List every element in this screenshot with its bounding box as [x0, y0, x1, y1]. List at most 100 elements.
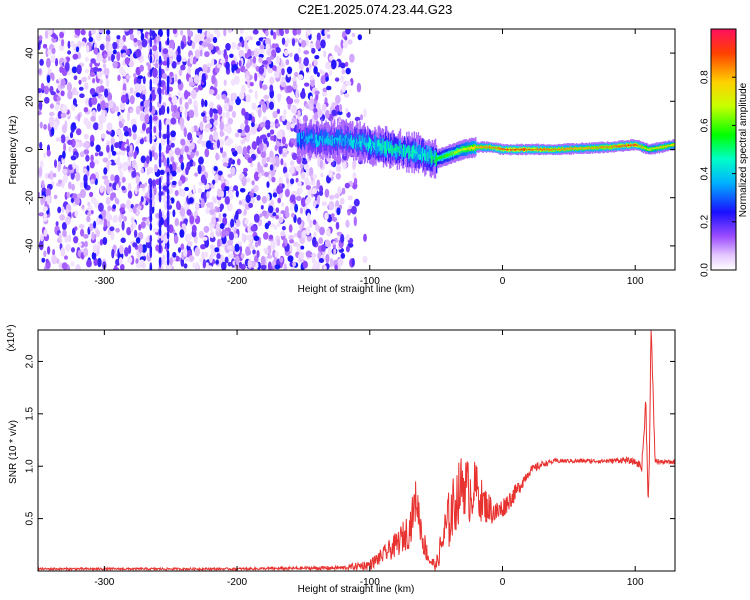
spectrogram-cell: [136, 30, 141, 36]
spectrogram-cell: [183, 263, 188, 269]
spectrogram-cell: [158, 124, 162, 133]
spectrogram-cell: [158, 177, 162, 186]
spectrogram-cell: [446, 153, 448, 158]
spectrogram-cell: [395, 148, 397, 151]
spectrogram-cell: [84, 82, 89, 90]
spectrogram-cell: [407, 145, 409, 153]
spectrogram-cell: [176, 54, 182, 63]
spectrogram-cell: [247, 35, 253, 41]
spectrogram-cell: [227, 261, 232, 267]
spectrogram-cell: [376, 143, 378, 145]
x-tick-label: -200: [227, 276, 247, 287]
spectrogram-cell: [485, 145, 488, 148]
spectrogram-cell: [253, 171, 260, 182]
spectrogram-cell: [615, 145, 617, 147]
spectrogram-cell: [353, 138, 355, 149]
spectrogram-cell: [332, 136, 335, 148]
spectrogram-cell: [103, 178, 110, 186]
spectrogram-cell: [84, 68, 89, 74]
spectrogram-cell: [160, 105, 166, 115]
spectrogram-cell: [102, 63, 107, 69]
spectrogram-cell: [335, 137, 337, 139]
spectrogram-cell: [345, 135, 347, 144]
spectrogram-cell: [202, 115, 208, 124]
spectrogram-cell: [594, 147, 596, 149]
spectrogram-cell: [96, 217, 100, 226]
spectrogram-cell: [305, 226, 311, 236]
spectrogram-cell: [211, 216, 216, 225]
spectrogram-cell: [297, 47, 301, 54]
spectrogram-cell: [272, 65, 277, 71]
spectrogram-cell: [207, 265, 213, 270]
spectrogram-cell: [430, 149, 432, 164]
spectrogram-cell: [492, 146, 494, 148]
spectrogram-cell: [158, 96, 162, 104]
spectrogram-cell: [60, 134, 66, 144]
spectrogram-cell: [158, 151, 162, 159]
spectrogram-cell: [130, 216, 135, 224]
spectrogram-cell: [266, 181, 270, 189]
spectrogram-cell: [308, 63, 312, 69]
spectrogram-cell: [396, 147, 398, 158]
spectrogram-cell: [354, 116, 361, 122]
spectrogram-cell: [46, 74, 51, 84]
spectrogram-cell: [58, 262, 64, 270]
spectrogram-cell: [295, 165, 301, 172]
spectrogram-cell: [40, 82, 45, 91]
spectrogram-cell: [127, 166, 132, 171]
spectrogram-cell: [217, 170, 223, 176]
spectrogram-cell: [441, 155, 443, 159]
spectrogram-cell: [169, 71, 173, 77]
spectrogram-cell: [236, 158, 241, 166]
spectrogram-cell: [180, 64, 186, 71]
spectrogram-cell: [275, 157, 280, 168]
spectrogram-cell: [127, 111, 130, 122]
spectrogram-cell: [296, 133, 299, 143]
spectrogram-cell: [382, 137, 385, 151]
spectrogram-cell: [149, 68, 153, 77]
spectrogram-cell: [268, 173, 272, 183]
spectrogram-cell: [43, 213, 48, 218]
spectrogram-cell: [166, 241, 170, 250]
spectrogram-cell: [77, 52, 81, 60]
spectrogram-cell: [395, 143, 397, 160]
spectrogram-cell: [289, 239, 295, 244]
spectrogram-cell: [258, 142, 264, 152]
spectrogram-cell: [263, 94, 270, 100]
spectrogram-cell: [345, 80, 352, 86]
spectrogram-cell: [158, 208, 162, 217]
spectrogram-cell: [325, 253, 330, 264]
spectrogram-cell: [119, 101, 126, 111]
spectrogram-cell: [122, 52, 126, 58]
spectrogram-cell: [266, 132, 271, 138]
spectrogram-cell: [346, 111, 351, 118]
spectrogram-cell: [38, 68, 42, 75]
spectrogram-cell: [349, 53, 355, 63]
spectrogram-cell: [158, 237, 162, 246]
spectrogram-cell: [311, 134, 313, 140]
spectrogram-cell: [169, 40, 175, 50]
spectrogram-cell: [335, 221, 340, 230]
spectrogram-cell: [449, 153, 452, 157]
spectrogram-cell: [209, 201, 214, 210]
spectrogram-cell: [102, 209, 107, 219]
spectrogram-cell: [162, 48, 169, 55]
spectrogram-cell: [139, 64, 144, 72]
spectrogram-cell: [225, 61, 230, 71]
spectrogram-cell: [67, 90, 73, 100]
spectrogram-cell: [251, 121, 255, 128]
spectrogram-cell: [133, 38, 138, 43]
spectrogram-cell: [231, 110, 237, 118]
spectrogram-cell: [181, 223, 186, 228]
spectrogram-cell: [106, 144, 110, 153]
spectrogram-cell: [137, 205, 142, 210]
spectrogram-cell: [168, 93, 172, 98]
spectrogram-cell: [114, 264, 118, 270]
spectrogram-cell: [303, 163, 308, 170]
spectrogram-cell: [61, 39, 65, 47]
spectrogram-cell: [448, 152, 450, 157]
spectrogram-cell: [319, 136, 321, 146]
spectrogram-cell: [149, 181, 153, 190]
spectrogram-cell: [168, 86, 174, 92]
spectrogram-cell: [272, 212, 277, 217]
